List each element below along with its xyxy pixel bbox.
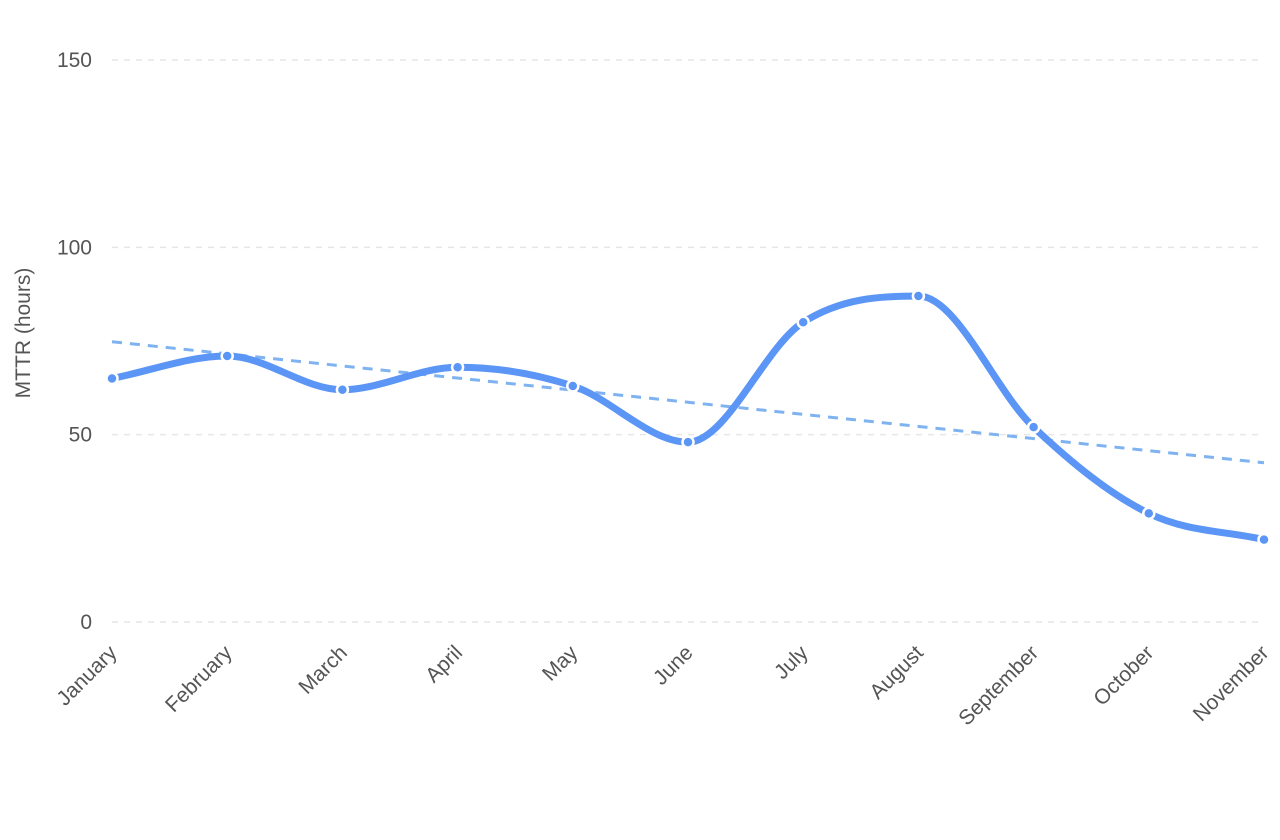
series-layer <box>108 292 1268 544</box>
x-tick-label-november: November <box>1189 641 1274 726</box>
x-tick-label-may: May <box>538 641 583 686</box>
x-tick-label-july: July <box>770 641 813 684</box>
y-tick-label-100: 100 <box>57 236 92 259</box>
x-tick-label-october: October <box>1089 641 1158 710</box>
x-tick-label-march: March <box>294 641 352 699</box>
data-point-september[interactable] <box>1026 420 1041 434</box>
grid-layer <box>112 59 1264 623</box>
data-point-june[interactable] <box>681 435 695 449</box>
x-tick-label-april: April <box>421 641 467 687</box>
trend-layer <box>111 340 1265 465</box>
x-tick-label-august: August <box>865 641 928 704</box>
x-tick-label-september: September <box>954 641 1043 730</box>
data-point-april[interactable] <box>450 360 465 374</box>
data-point-january[interactable] <box>105 371 119 386</box>
y-tick-label-150: 150 <box>57 49 92 72</box>
x-tick-label-february: February <box>161 641 237 717</box>
data-point-july[interactable] <box>796 315 810 330</box>
x-tick-label-june: June <box>649 641 697 689</box>
data-point-august[interactable] <box>911 289 926 303</box>
data-point-october[interactable] <box>1142 506 1156 521</box>
data-point-may[interactable] <box>566 379 580 393</box>
data-point-february[interactable] <box>220 349 234 363</box>
y-tick-label-0: 0 <box>80 611 92 634</box>
x-tick-label-january: January <box>52 641 121 710</box>
trend-line <box>111 340 1265 465</box>
point-layer <box>105 289 1271 547</box>
x-axis-ticks: January February March April May June July Augu… <box>52 641 1273 730</box>
y-tick-label-50: 50 <box>69 424 92 447</box>
series-line-0 <box>108 292 1268 544</box>
y-axis-ticks: 0 50 100 150 <box>57 49 92 634</box>
data-point-november[interactable] <box>1257 532 1271 547</box>
data-point-march[interactable] <box>335 382 350 397</box>
y-axis-label: MTTR (hours) <box>12 268 35 399</box>
